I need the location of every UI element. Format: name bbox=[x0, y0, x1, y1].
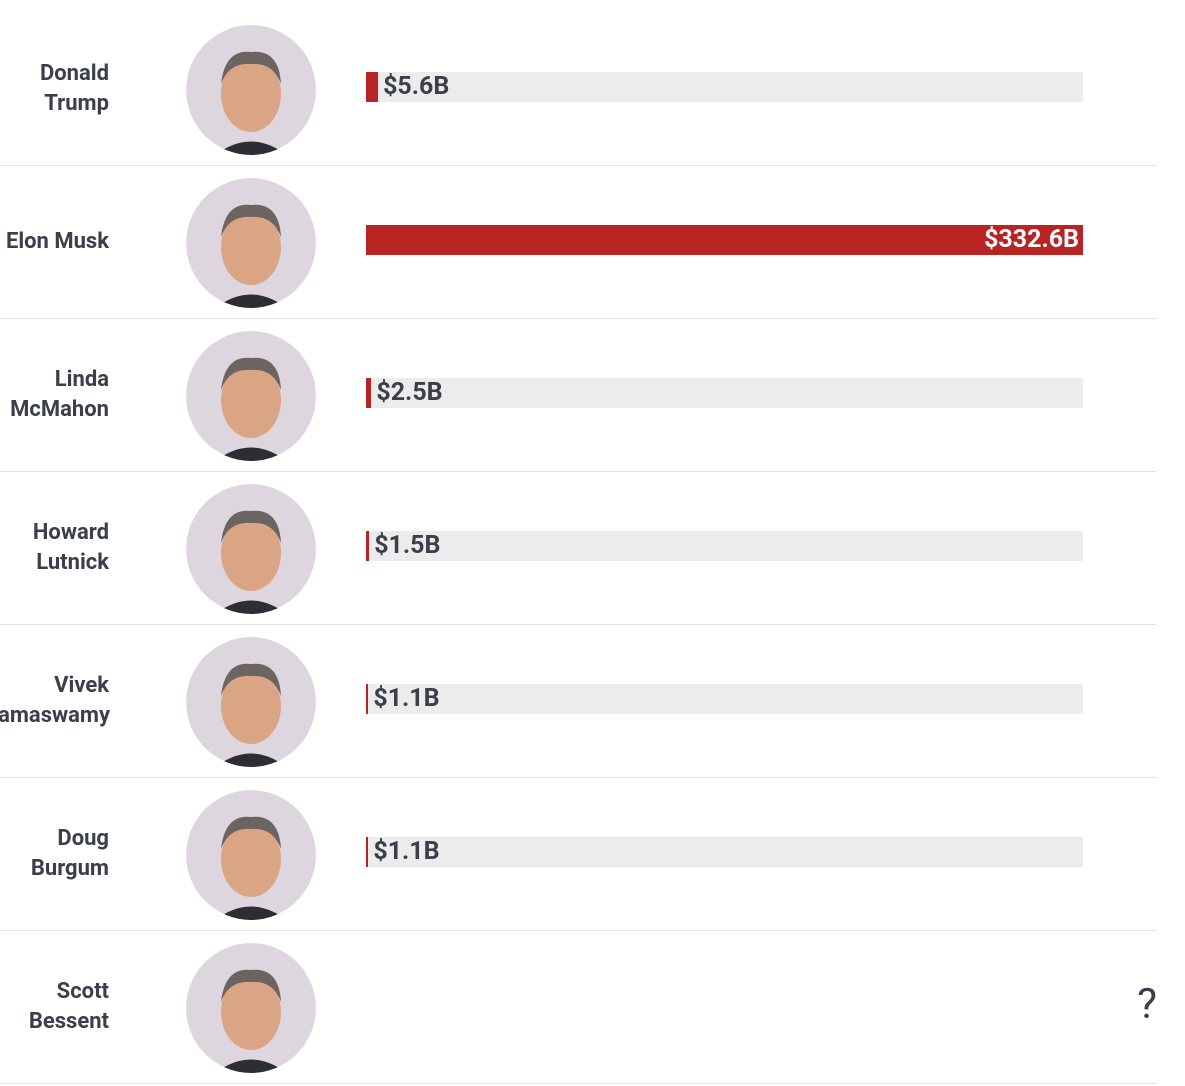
person-name: Donald Trump bbox=[39, 60, 109, 116]
row: Doug Burgum $1.1B bbox=[0, 777, 1157, 931]
value-label: $1.1B bbox=[373, 837, 440, 866]
person-name: Vivek Ramaswamy bbox=[0, 672, 111, 728]
row: Linda McMahon $2.5B bbox=[0, 318, 1157, 472]
row: Howard Lutnick $1.5B bbox=[0, 471, 1157, 625]
value-label: ? bbox=[1137, 980, 1157, 1029]
photo bbox=[186, 637, 316, 767]
photo bbox=[186, 331, 316, 461]
bar-track: $5.6B bbox=[366, 72, 1083, 102]
bar bbox=[366, 684, 369, 714]
person-name: Scott Bessent bbox=[28, 978, 109, 1034]
bar bbox=[366, 837, 369, 867]
row: Vivek Ramaswamy $1.1B bbox=[0, 624, 1157, 778]
value-label: $332.6B bbox=[984, 225, 1079, 254]
photo bbox=[186, 790, 316, 920]
photo bbox=[186, 178, 316, 308]
row: Donald Trump $5.6B bbox=[0, 12, 1157, 166]
bar-track: $1.1B bbox=[366, 684, 1083, 714]
value-label: $1.5B bbox=[374, 531, 441, 560]
value-label: $1.1B bbox=[373, 684, 440, 713]
row: Scott Bessent? bbox=[0, 930, 1157, 1084]
bar-track: $332.6B bbox=[366, 225, 1083, 255]
person-name: Linda McMahon bbox=[10, 366, 109, 422]
person-name: Howard Lutnick bbox=[32, 519, 109, 575]
bar-track: $1.5B bbox=[366, 531, 1083, 561]
row: Elon Musk $332.6B bbox=[0, 165, 1157, 319]
value-label: $5.6B bbox=[383, 72, 450, 101]
photo bbox=[186, 25, 316, 155]
photo bbox=[186, 943, 316, 1073]
bar-track: $1.1B bbox=[366, 837, 1083, 867]
photo bbox=[186, 484, 316, 614]
person-name: Doug Burgum bbox=[30, 825, 109, 881]
bar bbox=[366, 378, 372, 408]
bar bbox=[366, 72, 379, 102]
bar bbox=[366, 225, 1083, 255]
bar-track: $2.5B bbox=[366, 378, 1083, 408]
value-label: $2.5B bbox=[376, 378, 443, 407]
bar bbox=[366, 531, 370, 561]
person-name: Elon Musk bbox=[5, 228, 109, 254]
